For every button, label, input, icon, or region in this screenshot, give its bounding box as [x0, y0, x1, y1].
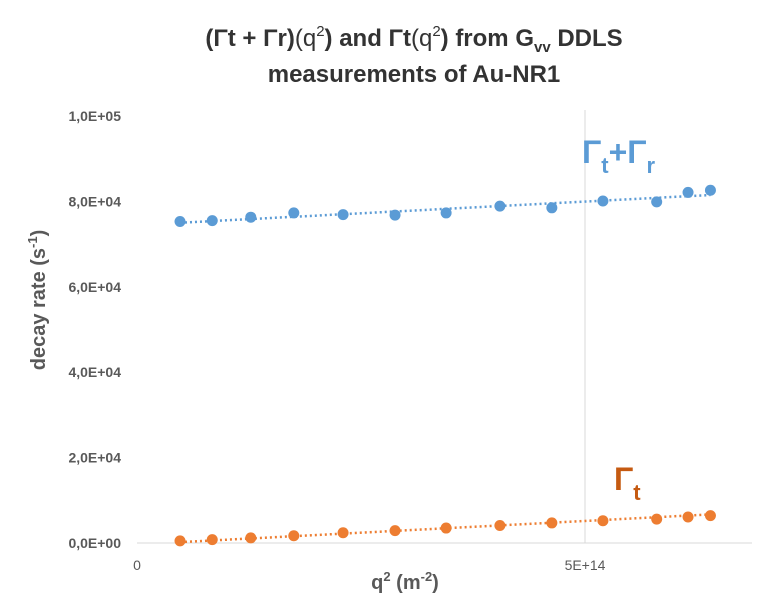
xlabel-mid: (m: [391, 572, 421, 594]
annotation-total-rate: Γt+Γr: [582, 134, 655, 178]
x-tick-label: 0: [133, 557, 141, 573]
title-sup-1: 2: [316, 23, 324, 40]
x-tick-label: 5E+14: [565, 557, 606, 573]
title-part-a: (Γt + Γr): [205, 25, 295, 52]
data-point: [704, 184, 716, 196]
data-point: [337, 527, 349, 539]
data-point: [288, 530, 300, 542]
annot-gamma-1: Γ: [582, 134, 601, 170]
data-point: [440, 522, 452, 534]
title-part-h: ) from G: [441, 25, 534, 52]
annot-sub-r: r: [646, 153, 655, 178]
chart-title-line-2: measurements of Au-NR1: [268, 61, 561, 88]
data-point: [682, 186, 694, 198]
y-tick-label: 8,0E+04: [68, 193, 121, 209]
title-part-d: ) and: [325, 25, 389, 52]
data-point: [174, 215, 186, 227]
series-1: [174, 510, 716, 547]
data-point: [245, 532, 257, 544]
data-point: [440, 207, 452, 219]
annot-gamma-t: Γ: [614, 461, 633, 497]
xlabel-sup-1: 2: [383, 569, 390, 584]
data-point: [494, 200, 506, 212]
y-tick-labels: 0,0E+00 2,0E+04 4,0E+04 6,0E+04 8,0E+04 1,0E+…: [68, 108, 121, 551]
data-point: [206, 215, 218, 227]
title-part-e: Γt: [389, 25, 411, 52]
data-point: [389, 525, 401, 537]
title-sup-2: 2: [432, 23, 440, 40]
data-point: [288, 207, 300, 219]
data-point: [682, 511, 694, 523]
y-axis-title: decay rate (s-1): [25, 230, 50, 371]
data-point: [389, 209, 401, 221]
annot-gamma-2: Γ: [627, 134, 646, 170]
ylabel-base: decay rate (s: [28, 248, 50, 370]
annotation-translational-rate: Γt: [614, 461, 641, 505]
y-tick-label: 4,0E+04: [68, 364, 121, 380]
data-point: [651, 513, 663, 525]
chart-title-line-1: (Γt + Γr)(q2) and Γt(q2) from Gvv DDLS: [205, 23, 622, 56]
data-point: [597, 515, 609, 527]
title-sub-vv: vv: [534, 39, 551, 56]
data-point: [651, 196, 663, 208]
title-part-j: DDLS: [551, 25, 623, 52]
y-tick-label: 6,0E+04: [68, 279, 121, 295]
series-0: [174, 184, 716, 227]
xlabel-sup-2: -2: [421, 569, 433, 584]
data-point: [337, 209, 349, 221]
y-tick-label: 2,0E+04: [68, 450, 121, 466]
data-point: [245, 211, 257, 223]
grid-layer: [137, 110, 752, 544]
data-point: [494, 519, 506, 531]
annot-sub-t: t: [601, 153, 609, 178]
y-tick-label: 0,0E+00: [68, 535, 121, 551]
title-part-f: (q: [411, 25, 432, 52]
xlabel-end: ): [432, 572, 439, 594]
x-axis-title: q2 (m-2): [371, 569, 439, 594]
series-layer: [174, 184, 716, 547]
data-point: [597, 195, 609, 207]
annot-sub-t-2: t: [633, 480, 641, 505]
xlabel-base: q: [371, 572, 383, 594]
title-part-b: (q: [295, 25, 316, 52]
data-point: [546, 517, 558, 529]
annot-plus: +: [609, 134, 628, 170]
data-point: [704, 510, 716, 522]
data-point: [174, 535, 186, 547]
data-point: [206, 534, 218, 546]
ylabel-sup: -1: [25, 236, 40, 248]
y-tick-label: 1,0E+05: [68, 108, 121, 124]
ylabel-end: ): [28, 230, 50, 237]
data-point: [546, 202, 558, 214]
x-tick-labels: 0 5E+14: [133, 557, 606, 573]
